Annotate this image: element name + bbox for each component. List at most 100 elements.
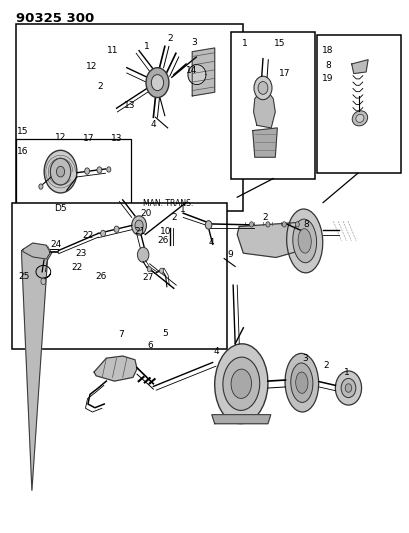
- Circle shape: [137, 247, 149, 262]
- Text: 9: 9: [227, 251, 233, 259]
- Circle shape: [56, 166, 65, 177]
- Ellipse shape: [231, 369, 252, 398]
- Circle shape: [97, 167, 102, 173]
- Text: 2: 2: [262, 214, 268, 222]
- Text: 21: 21: [134, 228, 146, 236]
- Text: 16: 16: [17, 148, 28, 156]
- Text: 25: 25: [18, 272, 29, 280]
- Text: 12: 12: [86, 62, 98, 71]
- Polygon shape: [254, 91, 275, 128]
- Circle shape: [295, 222, 299, 227]
- Circle shape: [249, 222, 254, 227]
- Ellipse shape: [356, 114, 364, 123]
- Text: 1: 1: [180, 205, 186, 214]
- Bar: [12, 203, 227, 349]
- Text: 26: 26: [96, 272, 107, 280]
- Text: 13: 13: [111, 134, 122, 143]
- Circle shape: [146, 68, 169, 98]
- Text: 2: 2: [324, 361, 329, 369]
- Text: 2: 2: [171, 214, 177, 222]
- Text: 2: 2: [167, 34, 173, 43]
- Polygon shape: [212, 415, 271, 424]
- Ellipse shape: [352, 111, 368, 126]
- Text: 8: 8: [325, 61, 331, 69]
- Text: 7: 7: [118, 330, 124, 339]
- Text: 20: 20: [141, 209, 152, 217]
- Bar: [16, 139, 131, 211]
- Circle shape: [101, 230, 106, 237]
- Ellipse shape: [287, 209, 323, 273]
- Text: MAN. TRANS.: MAN. TRANS.: [143, 199, 193, 208]
- Circle shape: [282, 222, 286, 227]
- Circle shape: [254, 76, 272, 100]
- Circle shape: [160, 268, 164, 273]
- Circle shape: [114, 226, 119, 232]
- Text: 14: 14: [186, 66, 197, 75]
- Text: 90325 300: 90325 300: [16, 12, 94, 25]
- Circle shape: [50, 158, 71, 185]
- Text: D5: D5: [54, 205, 67, 213]
- Bar: [317, 35, 401, 173]
- Polygon shape: [192, 48, 215, 96]
- Bar: [16, 24, 243, 211]
- Ellipse shape: [291, 363, 313, 402]
- Text: 2: 2: [97, 82, 103, 91]
- Ellipse shape: [298, 229, 311, 253]
- Text: 17: 17: [279, 69, 290, 78]
- Circle shape: [107, 167, 111, 172]
- Text: 12: 12: [55, 133, 66, 142]
- Ellipse shape: [285, 353, 319, 412]
- Text: 8: 8: [303, 221, 309, 229]
- Circle shape: [41, 278, 46, 285]
- Ellipse shape: [296, 372, 308, 393]
- Text: 4: 4: [151, 120, 156, 129]
- Text: 10: 10: [160, 228, 171, 236]
- Text: 17: 17: [83, 134, 95, 143]
- Text: 22: 22: [82, 231, 94, 240]
- Circle shape: [258, 82, 268, 94]
- Text: 26: 26: [157, 237, 169, 245]
- Bar: [231, 32, 315, 179]
- Text: 1: 1: [344, 368, 350, 376]
- Text: 15: 15: [17, 127, 28, 135]
- Polygon shape: [94, 356, 137, 381]
- Text: 1: 1: [242, 39, 247, 48]
- Ellipse shape: [223, 357, 260, 410]
- Text: 4: 4: [209, 238, 215, 247]
- Circle shape: [335, 371, 362, 405]
- Polygon shape: [253, 128, 277, 157]
- Polygon shape: [352, 60, 368, 74]
- Polygon shape: [188, 64, 206, 85]
- Text: 3: 3: [191, 38, 197, 47]
- Circle shape: [341, 378, 356, 398]
- Text: 13: 13: [124, 101, 136, 110]
- Text: 11: 11: [107, 46, 118, 55]
- Text: 1: 1: [144, 43, 149, 51]
- Circle shape: [44, 150, 77, 193]
- Circle shape: [266, 222, 270, 227]
- Polygon shape: [23, 243, 50, 259]
- Text: 15: 15: [274, 39, 286, 48]
- Text: 5: 5: [163, 329, 169, 337]
- Text: 23: 23: [75, 249, 87, 257]
- Circle shape: [85, 168, 90, 174]
- Circle shape: [147, 266, 151, 272]
- Text: 27: 27: [142, 273, 154, 281]
- Circle shape: [205, 221, 212, 229]
- Text: 6: 6: [148, 341, 153, 350]
- Ellipse shape: [215, 344, 268, 424]
- Text: 24: 24: [51, 240, 62, 248]
- Text: 19: 19: [322, 75, 334, 83]
- Circle shape: [132, 216, 146, 235]
- Polygon shape: [22, 244, 52, 490]
- Polygon shape: [237, 222, 303, 257]
- Circle shape: [135, 220, 143, 231]
- Text: 4: 4: [213, 348, 219, 356]
- Text: 18: 18: [322, 46, 334, 55]
- Circle shape: [345, 384, 352, 392]
- Text: 22: 22: [71, 263, 83, 272]
- Circle shape: [151, 75, 164, 91]
- Text: 3: 3: [302, 354, 308, 362]
- Circle shape: [39, 184, 43, 189]
- Ellipse shape: [293, 219, 317, 263]
